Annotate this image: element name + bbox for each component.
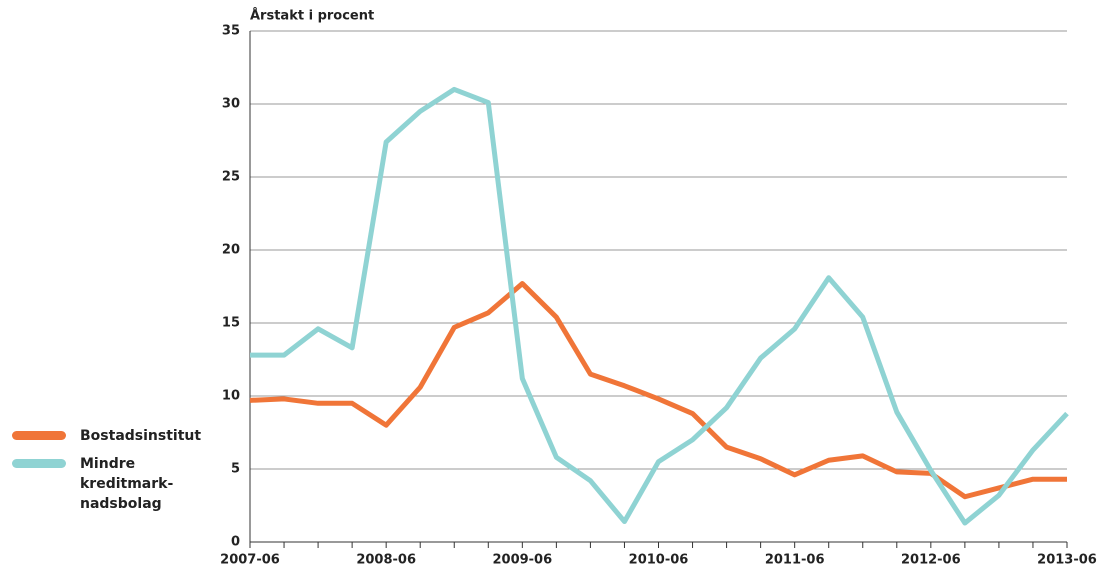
x-tick-label: 2008-06: [356, 553, 416, 568]
y-tick-label: 25: [222, 170, 240, 185]
legend-label: Bostadsinstitut: [80, 428, 202, 444]
y-tick-label: 35: [222, 24, 240, 39]
y-tick-label: 5: [231, 462, 240, 477]
legend-swatch: [12, 459, 66, 468]
y-tick-label: 30: [222, 97, 240, 112]
y-tick-label: 15: [222, 316, 240, 331]
y-tick-label: 20: [222, 243, 240, 258]
y-axis-title: Årstakt i procent: [250, 8, 374, 24]
legend-swatch: [12, 431, 66, 440]
x-tick-label: 2010-06: [629, 553, 689, 568]
y-tick-label: 10: [222, 389, 240, 404]
x-tick-label: 2012-06: [901, 553, 961, 568]
legend-item: Mindre kreditmark-nadsbolag: [12, 454, 212, 514]
legend-item: Bostadsinstitut: [12, 426, 212, 446]
y-tick-label: 0: [231, 535, 240, 550]
series-line: [250, 86, 1069, 526]
legend-label: Mindre kreditmark-nadsbolag: [80, 456, 174, 512]
x-tick-label: 2011-06: [765, 553, 825, 568]
x-tick-label: 2009-06: [492, 553, 552, 568]
x-tick-label: 2013-06: [1037, 553, 1097, 568]
x-tick-label: 2007-06: [220, 553, 280, 568]
legend: Bostadsinstitut Mindre kreditmark-nadsbol…: [12, 426, 212, 522]
